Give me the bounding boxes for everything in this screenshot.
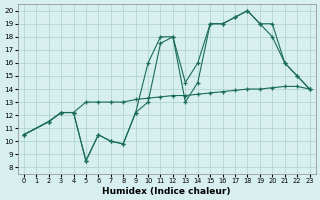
X-axis label: Humidex (Indice chaleur): Humidex (Indice chaleur) (102, 187, 231, 196)
